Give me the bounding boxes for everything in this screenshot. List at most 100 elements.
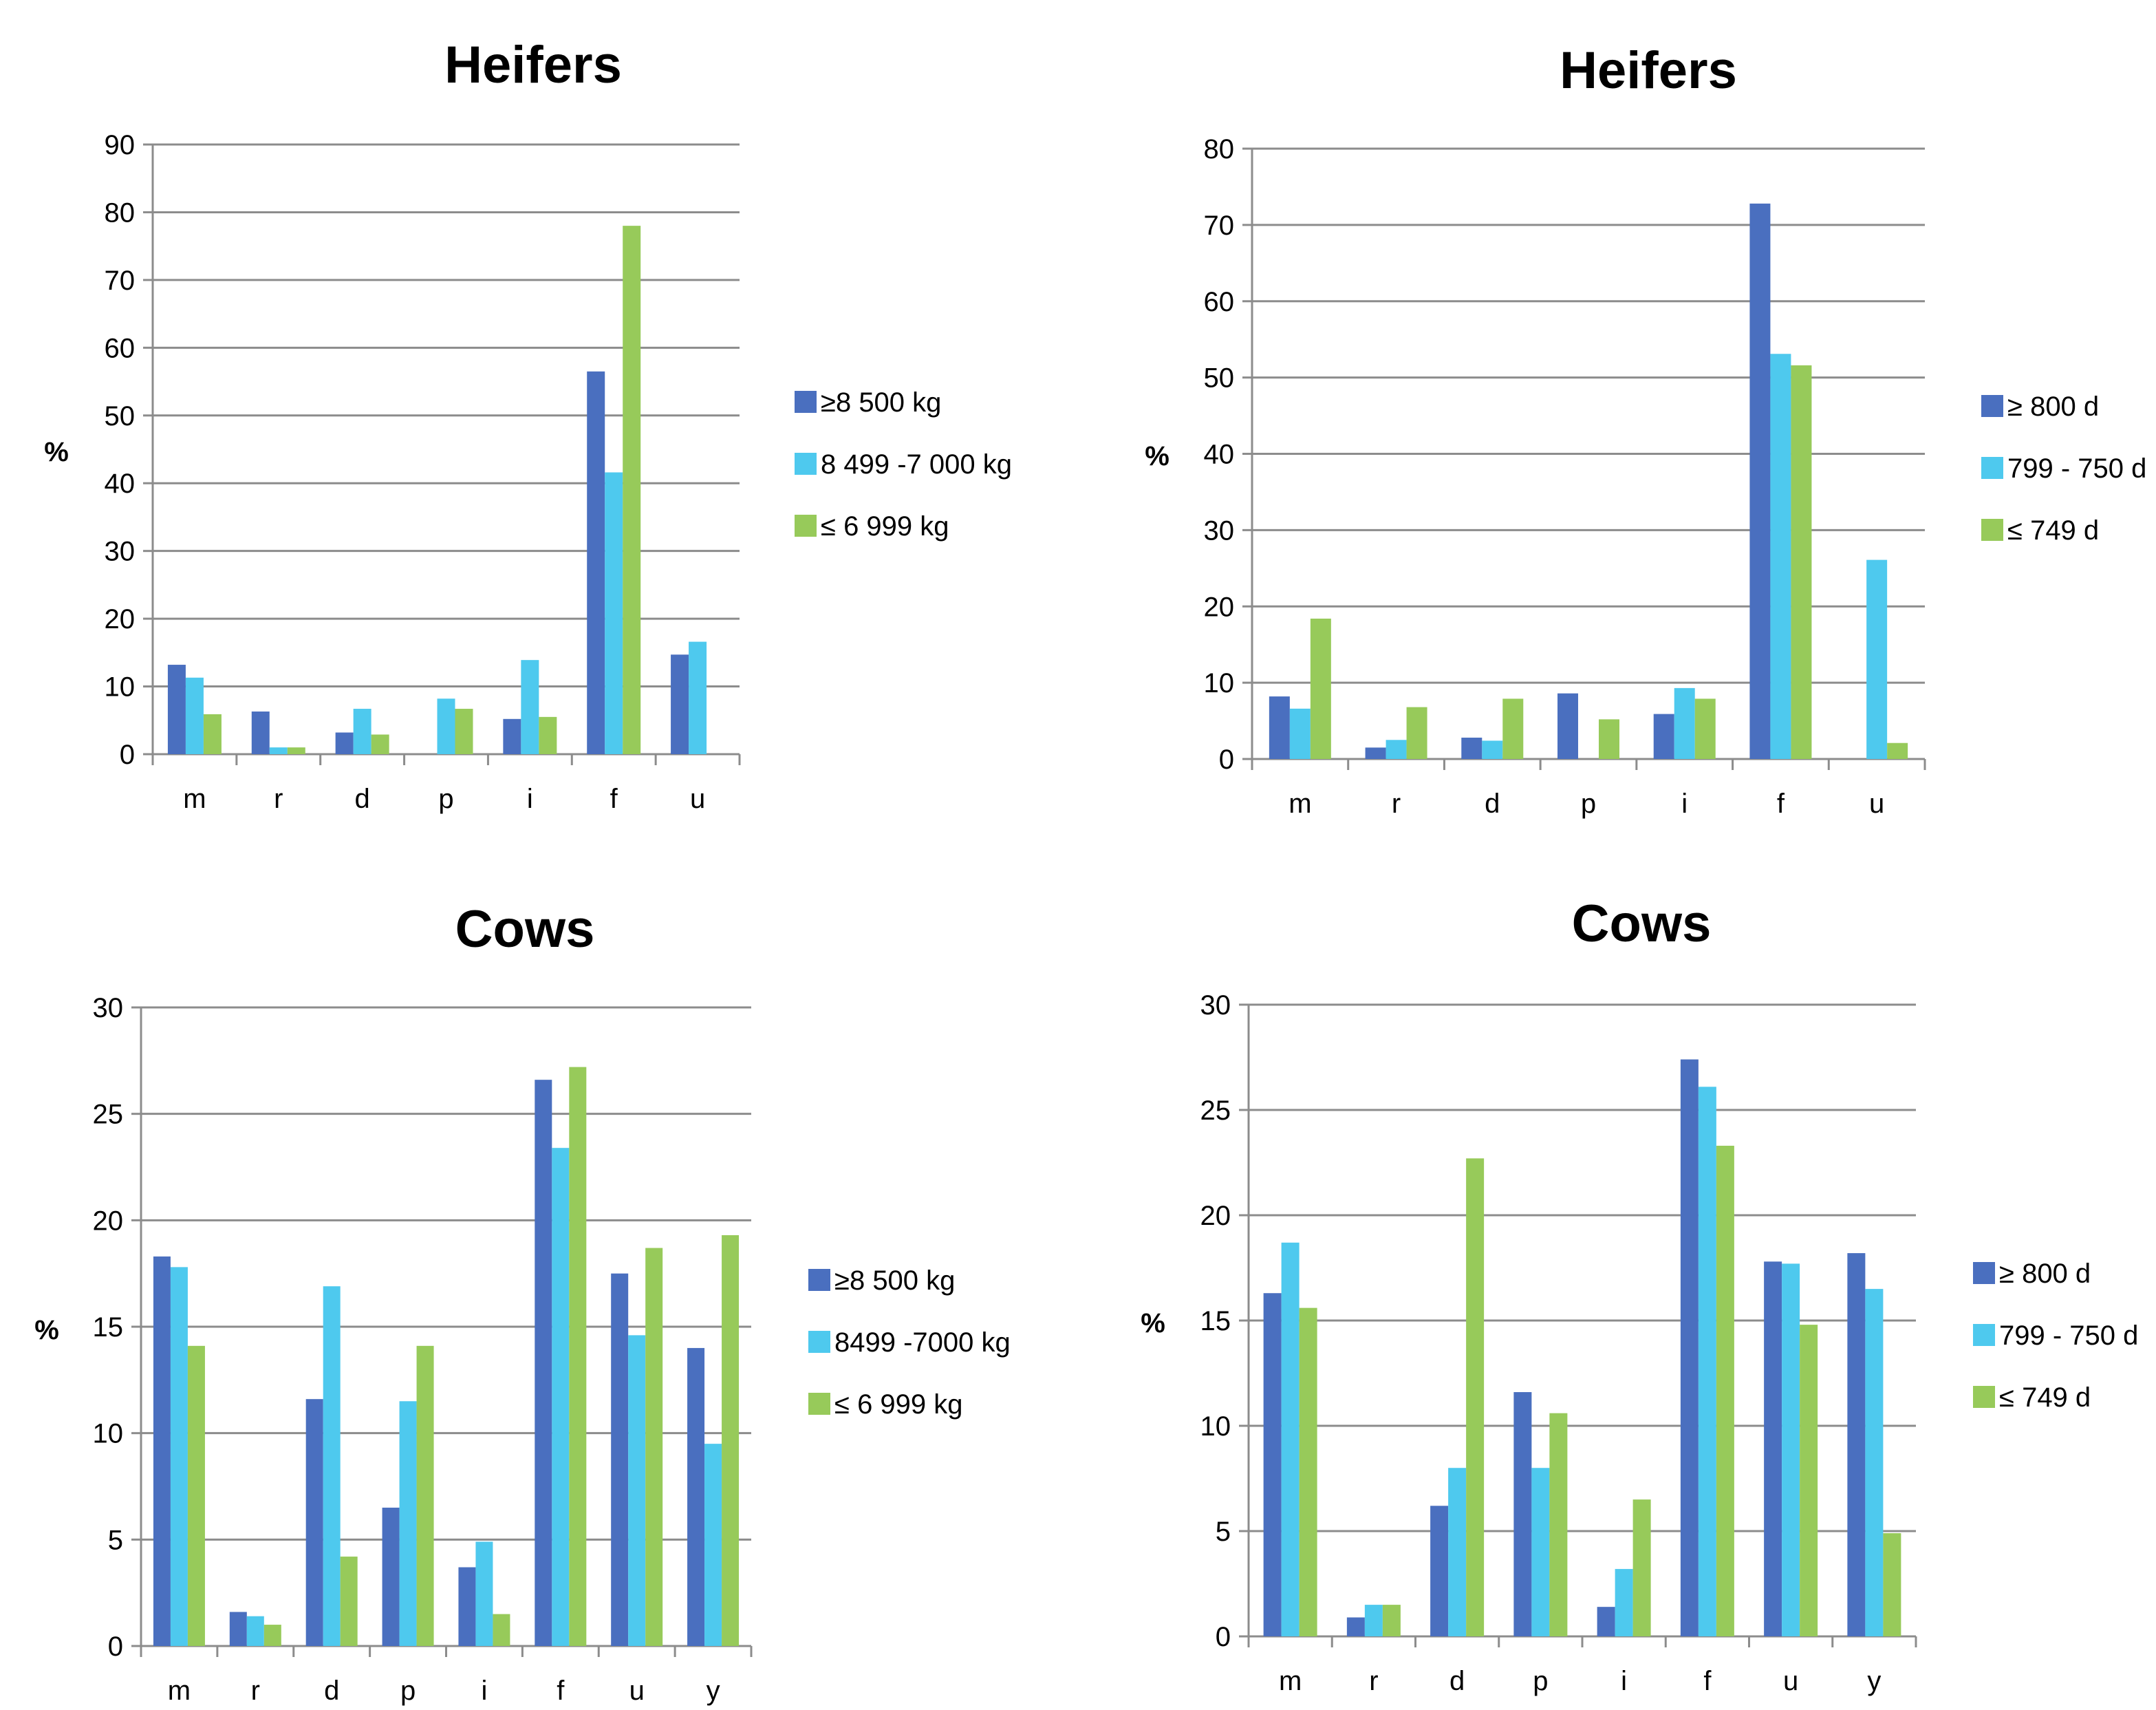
chart-title: Heifers <box>1560 41 1737 100</box>
legend-swatch <box>795 515 817 537</box>
x-tick-label: u <box>690 784 705 814</box>
x-tick-label: m <box>183 784 206 814</box>
bar-u-series-1 <box>611 1273 629 1646</box>
bar-m-series-2 <box>170 1267 188 1646</box>
bar-u-series-2 <box>1866 559 1888 759</box>
bar-u-series-3 <box>1887 742 1908 759</box>
bar-r-series-3 <box>263 1625 281 1646</box>
chart-title: Heifers <box>444 36 622 94</box>
y-tick-label: 50 <box>1204 363 1235 394</box>
y-tick-label: 30 <box>105 537 136 567</box>
legend-label: 799 - 750 d <box>1999 1321 2138 1351</box>
bar-f-series-1 <box>587 371 605 754</box>
legend-label: ≤ 749 d <box>1999 1382 2091 1413</box>
y-tick-label: 10 <box>93 1419 124 1449</box>
bar-f-series-2 <box>1770 354 1791 759</box>
bar-i-series-1 <box>503 718 521 754</box>
legend-label: ≥8 500 kg <box>834 1265 955 1296</box>
legend-label: ≥ 800 d <box>2007 392 2099 422</box>
x-tick-label: i <box>527 784 533 814</box>
bar-m-series-2 <box>1289 708 1311 759</box>
bar-f-series-3 <box>623 226 641 755</box>
bar-f-series-2 <box>552 1148 570 1646</box>
x-tick-label: f <box>1777 789 1785 819</box>
bar-p-series-1 <box>1557 693 1578 759</box>
x-tick-label: u <box>1783 1666 1798 1696</box>
bar-d-series-1 <box>1430 1506 1449 1636</box>
bar-f-series-1 <box>1680 1059 1699 1636</box>
x-tick-label: r <box>274 784 283 814</box>
y-tick-label: 20 <box>1200 1201 1231 1231</box>
x-tick-label: f <box>557 1676 565 1706</box>
y-axis-label: % <box>1145 441 1169 471</box>
x-tick-label: i <box>481 1676 487 1706</box>
bar-i-series-2 <box>1674 687 1695 759</box>
bar-r-series-1 <box>229 1612 247 1646</box>
x-tick-label: p <box>1581 789 1596 819</box>
chart-2: Heifers 0 10 20 30 40 50 60 70 80% m r d p i f u ≥ 800 d 7… <box>1145 41 2146 819</box>
x-tick-label: d <box>1485 789 1500 819</box>
x-tick-label: m <box>1289 789 1311 819</box>
y-tick-label: 30 <box>93 993 124 1023</box>
bar-i-series-1 <box>1653 714 1674 759</box>
bar-m-series-1 <box>1269 696 1290 759</box>
x-tick-label: p <box>438 784 453 814</box>
bar-i-series-2 <box>521 660 539 754</box>
bar-y-series-2 <box>704 1444 722 1646</box>
y-tick-label: 20 <box>1204 592 1235 622</box>
bar-p-series-2 <box>1531 1468 1550 1636</box>
y-tick-label: 50 <box>105 401 136 431</box>
legend-label: 8499 -7000 kg <box>834 1327 1011 1358</box>
chart-title: Cows <box>1572 895 1712 953</box>
bar-d-series-1 <box>335 732 354 754</box>
chart-4: Cows 0 5 10 15 20 25 30% m r d p i f u y ≥ 800 d 799 - 75… <box>1141 895 2138 1696</box>
legend-swatch <box>1973 1386 1995 1408</box>
y-tick-label: 20 <box>105 604 136 634</box>
bar-u-series-3 <box>1800 1325 1818 1636</box>
x-tick-label: u <box>629 1676 645 1706</box>
y-tick-label: 40 <box>105 469 136 499</box>
legend-swatch <box>795 391 817 413</box>
bar-r-series-3 <box>287 747 305 754</box>
bar-r-series-3 <box>1406 707 1427 759</box>
x-tick-label: m <box>1279 1666 1302 1696</box>
legend-label: ≤ 6 999 kg <box>834 1389 963 1420</box>
y-tick-label: 0 <box>1216 1622 1231 1652</box>
bar-m-series-3 <box>187 1345 205 1646</box>
bar-d-series-3 <box>340 1557 358 1646</box>
bar-r-series-1 <box>1365 747 1386 759</box>
y-tick-label: 70 <box>105 266 136 296</box>
bar-p-series-2 <box>399 1401 417 1646</box>
bar-r-series-2 <box>269 747 288 754</box>
bar-f-series-3 <box>1716 1146 1734 1636</box>
y-tick-label: 0 <box>1219 745 1234 775</box>
bar-u-series-3 <box>645 1248 663 1646</box>
y-axis-label: % <box>44 437 69 467</box>
x-tick-label: p <box>400 1676 416 1706</box>
y-axis-label: % <box>1141 1308 1165 1338</box>
legend-swatch <box>795 453 817 475</box>
legend-label: ≥ 800 d <box>1999 1259 2091 1289</box>
x-tick-label: r <box>251 1676 260 1706</box>
x-tick-label: d <box>324 1676 339 1706</box>
bar-d-series-2 <box>353 709 371 754</box>
bar-i-series-1 <box>1597 1607 1615 1636</box>
bar-m-series-1 <box>153 1256 171 1646</box>
legend-swatch <box>808 1331 830 1353</box>
bar-u-series-1 <box>1764 1261 1782 1636</box>
legend-label: 799 - 750 d <box>2007 453 2146 484</box>
legend-swatch <box>808 1393 830 1415</box>
bar-d-series-1 <box>305 1399 323 1646</box>
chart-1: Heifers 0 10 20 30 40 50 60 70 80 90% m r d p i f u ≥8 500… <box>44 36 1012 814</box>
y-tick-label: 60 <box>1204 287 1235 317</box>
bar-i-series-1 <box>458 1567 476 1646</box>
legend-swatch <box>1981 519 2003 541</box>
bar-p-series-3 <box>416 1345 434 1646</box>
bar-d-series-3 <box>1502 698 1524 759</box>
bar-u-series-2 <box>628 1335 646 1646</box>
y-tick-label: 5 <box>108 1525 123 1555</box>
bar-y-series-1 <box>1847 1253 1866 1636</box>
y-tick-label: 15 <box>93 1312 124 1343</box>
legend-swatch <box>1981 457 2003 479</box>
x-tick-label: d <box>355 784 370 814</box>
